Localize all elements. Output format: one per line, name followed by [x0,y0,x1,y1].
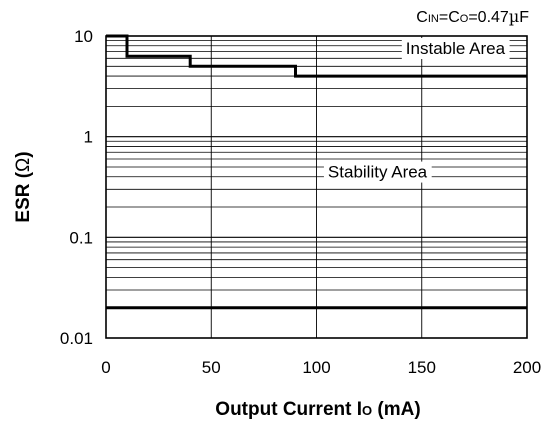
tick-labels: 0 50 100 150 200 0.01 0.1 1 10 [60,27,541,377]
y-axis-label: ESR (Ω) [13,151,34,222]
upper-boundary-line [106,34,527,78]
test-condition: CIN=CO=0.47µF [416,7,529,26]
y-tick-label: 0.01 [60,329,93,348]
x-axis-label: Output Current IO (mA) [215,399,420,420]
plot-frame [105,35,528,339]
x-tick-label: 50 [202,358,221,377]
area-annotation: Instable Area [401,37,510,59]
y-tick-label: 0.1 [69,228,93,247]
area-label-background [323,161,432,183]
x-tick-label: 0 [101,358,110,377]
y-tick-label: 10 [74,27,93,46]
y-tick-label: 1 [84,128,93,147]
annotations: Instable Area Stability Area [323,37,510,183]
area-annotation: Stability Area [323,161,432,183]
boundary-lines [106,34,527,310]
grid-lines [106,36,527,338]
x-tick-label: 200 [513,358,541,377]
area-label: Instable Area [406,39,506,58]
area-label-background [401,37,510,59]
x-tick-label: 150 [408,358,436,377]
x-tick-label: 100 [302,358,330,377]
area-label: Stability Area [328,163,428,182]
